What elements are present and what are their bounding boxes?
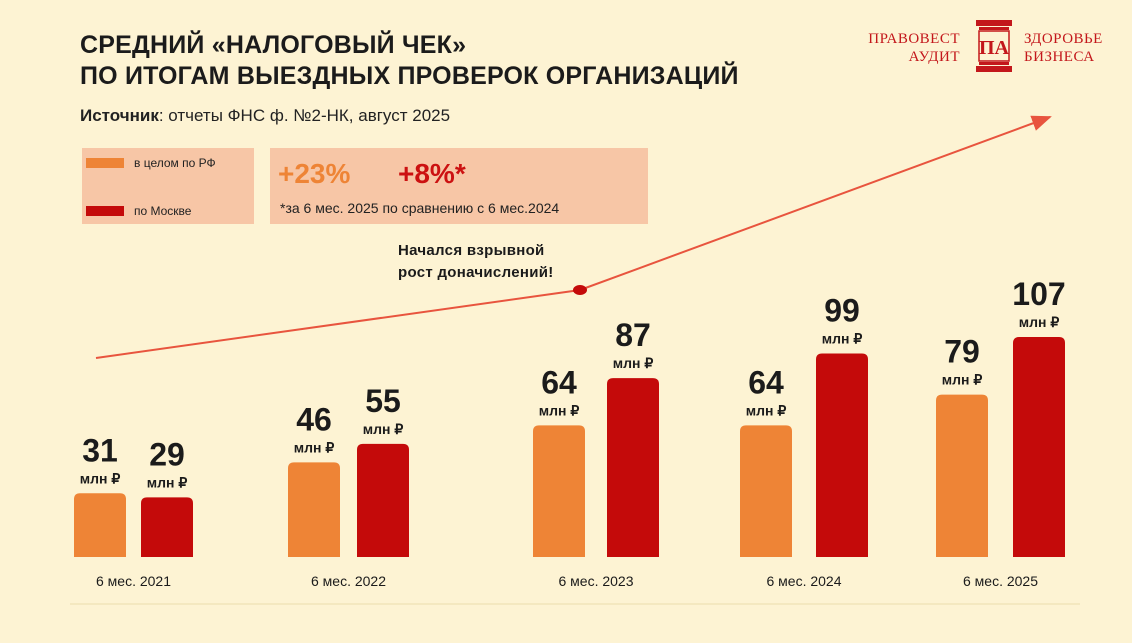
- bar-moscow-3: [607, 378, 659, 557]
- bar-moscow-5: [1013, 337, 1065, 557]
- unit-label-rf-4: млн ₽: [746, 402, 787, 418]
- legend-item-moscow: по Москве: [86, 204, 191, 218]
- category-label-4: 6 мес. 2024: [766, 573, 841, 589]
- title-line-2: ПО ИТОГАМ ВЫЕЗДНЫХ ПРОВЕРОК ОРГАНИЗАЦИЙ: [80, 62, 739, 90]
- slide-title: СРЕДНИЙ «НАЛОГОВЫЙ ЧЕК» ПО ИТОГАМ ВЫЕЗДН…: [80, 30, 739, 92]
- value-label-moscow-5: 107: [1012, 276, 1065, 312]
- bar-rf-4: [740, 425, 792, 557]
- legend-label-rf: в целом по РФ: [134, 156, 216, 170]
- category-label-1: 6 мес. 2021: [96, 573, 171, 589]
- logo-pillar-icon: ПА: [976, 20, 1012, 72]
- unit-label-moscow-5: млн ₽: [1019, 314, 1060, 330]
- source-text: : отчеты ФНС ф. №2-НК, август 2025: [158, 106, 451, 125]
- bar-moscow-4: [816, 353, 868, 557]
- source-line: Источник: отчеты ФНС ф. №2-НК, август 20…: [80, 106, 450, 126]
- moscow-growth-value: +8%*: [398, 158, 466, 189]
- unit-label-moscow-3: млн ₽: [613, 355, 654, 371]
- unit-label-moscow-2: млн ₽: [363, 421, 404, 437]
- bar-moscow-2: [357, 443, 409, 557]
- rf-growth-value: +23%: [278, 158, 351, 189]
- bar-rf-3: [533, 425, 585, 557]
- unit-label-rf-2: млн ₽: [294, 439, 335, 455]
- unit-label-rf-5: млн ₽: [942, 372, 983, 388]
- growth-stats-panel: +23% +8%* *за 6 мес. 2025 по сравнению с…: [270, 148, 648, 224]
- legend-swatch-rf: [86, 158, 124, 168]
- legend-swatch-moscow: [86, 206, 124, 216]
- growth-annotation: Начался взрывной рост доначислений!: [398, 240, 554, 284]
- annotation-line-1: Начался взрывной: [398, 242, 545, 259]
- logo-mark-text: ПА: [979, 37, 1010, 59]
- legend-label-moscow: по Москве: [134, 204, 192, 218]
- trend-marker-dot: [573, 285, 587, 295]
- unit-label-moscow-1: млн ₽: [147, 474, 188, 490]
- category-label-2: 6 мес. 2022: [311, 573, 386, 589]
- legend-item-rf: в целом по РФ: [86, 156, 216, 170]
- logo-right-line-1: ЗДОРОВЬЕ: [1024, 31, 1103, 47]
- bar-rf-5: [936, 394, 988, 557]
- value-label-rf-1: 31: [82, 432, 118, 468]
- logo-right-line-2: БИЗНЕСА: [1024, 49, 1095, 65]
- category-label-5: 6 мес. 2025: [963, 573, 1038, 589]
- value-label-rf-3: 64: [541, 364, 577, 400]
- value-label-moscow-4: 99: [824, 292, 860, 328]
- value-label-moscow-1: 29: [149, 436, 185, 472]
- value-label-rf-2: 46: [296, 401, 332, 437]
- category-label-3: 6 мес. 2023: [558, 573, 633, 589]
- logo-left-line-2: АУДИТ: [908, 49, 960, 65]
- unit-label-moscow-4: млн ₽: [822, 330, 863, 346]
- bar-moscow-1: [141, 497, 193, 557]
- logo-left-line-1: ПРАВОВЕСТ: [868, 31, 960, 47]
- growth-footnote: *за 6 мес. 2025 по сравнению с 6 мес.202…: [280, 200, 560, 216]
- value-label-moscow-2: 55: [365, 383, 401, 419]
- trend-arrow: [95, 115, 1052, 359]
- bar-rf-2: [288, 462, 340, 557]
- value-label-moscow-3: 87: [615, 317, 651, 353]
- annotation-line-2: рост доначислений!: [398, 264, 554, 281]
- brand-logo: ПРАВОВЕСТ АУДИТ ПА ЗДОРОВЬЕ БИЗНЕСА: [866, 16, 1106, 78]
- unit-label-rf-1: млн ₽: [80, 470, 121, 486]
- chart-legend: в целом по РФ по Москве: [82, 148, 254, 224]
- bar-rf-1: [74, 493, 126, 557]
- source-label: Источник: [80, 106, 159, 125]
- title-line-1: СРЕДНИЙ «НАЛОГОВЫЙ ЧЕК»: [80, 31, 467, 59]
- value-label-rf-5: 79: [944, 334, 980, 370]
- unit-label-rf-3: млн ₽: [539, 402, 580, 418]
- value-label-rf-4: 64: [748, 364, 784, 400]
